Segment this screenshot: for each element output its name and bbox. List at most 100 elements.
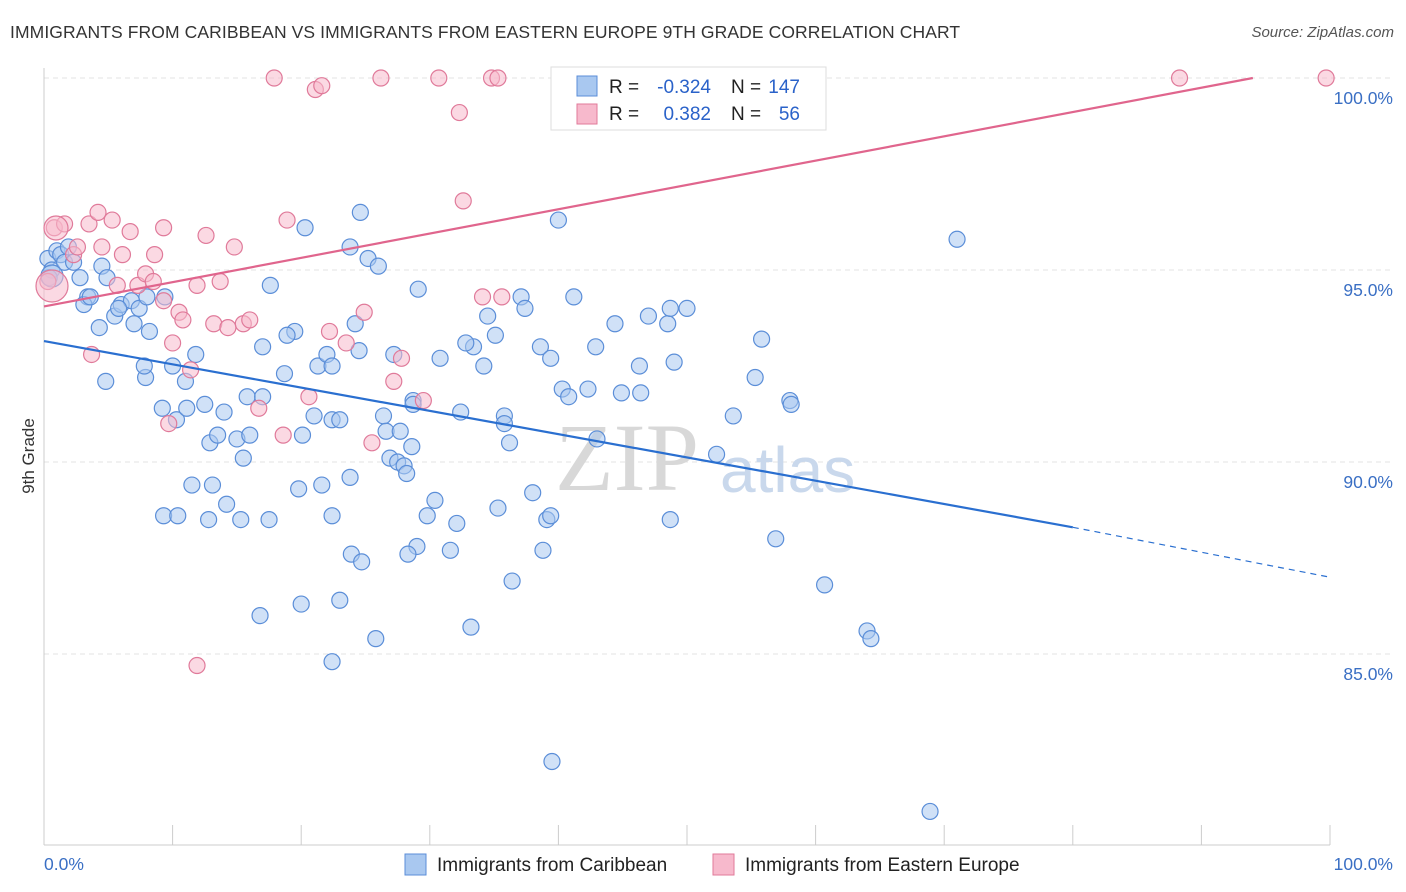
caribbean-point <box>200 510 218 529</box>
eastern-europe-point <box>430 69 448 87</box>
caribbean-point <box>543 752 561 771</box>
caribbean-point <box>560 388 578 406</box>
caribbean-point <box>391 422 409 440</box>
eastern-europe-point <box>414 391 432 410</box>
caribbean-point <box>254 338 272 356</box>
caribbean-point <box>579 380 597 398</box>
caribbean-point <box>313 476 331 494</box>
caribbean-point <box>921 802 939 821</box>
caribbean-point <box>500 434 519 452</box>
eastern-europe-point <box>337 334 355 352</box>
caribbean-point <box>350 342 368 360</box>
caribbean-point <box>630 357 649 375</box>
legend-row2-r-value: 0.382 <box>663 104 711 125</box>
caribbean-point <box>448 514 466 533</box>
caribbean-point <box>97 372 115 390</box>
eastern-europe-point <box>93 238 111 256</box>
chart-title: IMMIGRANTS FROM CARIBBEAN VS IMMIGRANTS … <box>10 22 961 42</box>
caribbean-point <box>367 630 385 648</box>
caribbean-point <box>153 399 171 417</box>
caribbean-point <box>232 510 250 529</box>
caribbean-point <box>661 510 679 529</box>
y-tick-label: 95.0% <box>1343 280 1393 300</box>
caribbean-point <box>71 269 89 287</box>
caribbean-point <box>752 330 771 348</box>
caribbean-point <box>292 595 310 613</box>
caribbean-point <box>606 315 624 333</box>
caribbean-point <box>399 545 417 563</box>
caribbean-point <box>724 407 742 425</box>
eastern-europe-trend-line <box>43 76 1254 308</box>
eastern-europe-point <box>274 426 292 444</box>
eastern-europe-point <box>225 238 243 256</box>
eastern-europe-point <box>154 219 173 237</box>
caribbean-point <box>612 384 631 402</box>
caribbean-point <box>109 299 128 317</box>
eastern-europe-point <box>450 103 468 122</box>
legend-swatch-pink <box>576 103 598 125</box>
caribbean-point <box>275 365 294 383</box>
caribbean-point <box>457 334 475 352</box>
eastern-europe-point <box>89 203 107 221</box>
legend-swatch-blue <box>576 75 598 97</box>
caribbean-point <box>816 576 834 594</box>
series-eastern-europe-points <box>35 69 1335 675</box>
caribbean-point <box>661 299 679 317</box>
caribbean-point <box>542 507 560 525</box>
caribbean-point <box>278 326 296 344</box>
eastern-europe-point <box>160 415 178 433</box>
grid-lines <box>44 77 1393 655</box>
caribbean-point <box>746 368 764 387</box>
caribbean-point <box>782 395 800 413</box>
caribbean-point <box>305 407 323 425</box>
caribbean-point <box>323 357 341 375</box>
bottom-legend-label-caribbean: Immigrants from Caribbean <box>437 855 667 876</box>
legend-row2-r-label: R = <box>609 104 639 125</box>
y-tick-labels: 100.0% 95.0% 90.0% 85.0% <box>1334 88 1393 684</box>
series-legend: Immigrants from Caribbean Immigrants fro… <box>404 853 1020 876</box>
eastern-europe-point <box>205 315 223 333</box>
legend-row1-r-value: -0.324 <box>657 77 711 98</box>
caribbean-point <box>524 484 542 502</box>
caribbean-point <box>203 476 222 494</box>
caribbean-point <box>426 491 444 509</box>
caribbean-point <box>403 438 421 456</box>
caribbean-point <box>296 219 314 237</box>
caribbean-point <box>323 653 341 671</box>
caribbean-point <box>767 530 785 548</box>
caribbean-point <box>489 499 507 517</box>
caribbean-point <box>125 315 143 333</box>
caribbean-point <box>261 276 279 294</box>
caribbean-point <box>169 507 187 525</box>
legend-row2-n-value: 56 <box>779 104 800 125</box>
eastern-europe-point <box>68 238 87 256</box>
caribbean-point <box>187 345 205 364</box>
eastern-europe-point <box>145 246 164 264</box>
caribbean-point <box>398 464 416 483</box>
bottom-legend-swatch-blue <box>404 853 427 876</box>
caribbean-point <box>534 541 552 559</box>
caribbean-point <box>588 430 606 448</box>
caribbean-point <box>241 426 259 444</box>
caribbean-point <box>565 288 583 306</box>
eastern-europe-point <box>174 311 192 329</box>
y-tick-label: 90.0% <box>1343 472 1393 492</box>
bottom-legend-swatch-pink <box>712 853 735 876</box>
eastern-europe-point <box>278 211 296 229</box>
eastern-europe-point <box>197 226 215 245</box>
caribbean-point <box>323 507 341 525</box>
caribbean-trend-line <box>43 339 1073 529</box>
eastern-europe-point <box>241 311 259 329</box>
eastern-europe-point <box>35 269 69 303</box>
caribbean-point <box>178 399 196 417</box>
caribbean-point <box>632 384 650 402</box>
caribbean-point <box>90 319 108 337</box>
caribbean-point <box>549 211 568 229</box>
caribbean-point <box>251 606 269 625</box>
caribbean-point <box>486 326 504 344</box>
caribbean-point <box>183 476 201 494</box>
caribbean-point <box>260 510 278 529</box>
caribbean-point <box>293 426 312 444</box>
eastern-europe-point <box>454 192 472 210</box>
